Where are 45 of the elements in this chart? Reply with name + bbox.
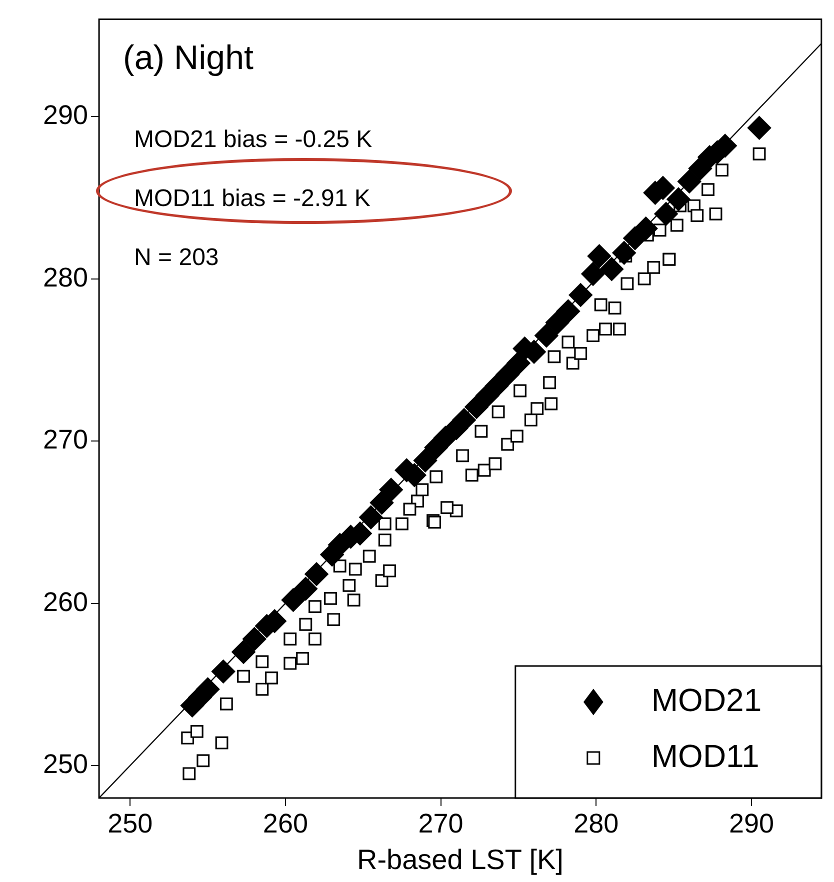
point (654, 202, 678, 226)
point (678, 170, 702, 194)
x-tick-label: 250 (108, 808, 153, 839)
point (600, 257, 624, 281)
point (747, 116, 772, 140)
x-tick-label: 260 (262, 808, 308, 839)
legend-label: MOD11 (651, 738, 760, 774)
point (370, 490, 394, 515)
point (281, 588, 306, 612)
point (232, 640, 256, 664)
point (413, 448, 438, 472)
y-tick-label: 250 (42, 749, 88, 780)
point (484, 374, 509, 398)
y-tick-label: 280 (42, 262, 88, 292)
y-tick-label: 290 (42, 100, 88, 130)
point (634, 216, 658, 240)
point (546, 310, 570, 334)
x-tick-label: 290 (728, 808, 774, 839)
x-axis-title: R-based LST [K] (356, 844, 564, 875)
point (666, 188, 690, 212)
point (304, 562, 328, 586)
point (359, 506, 383, 530)
annotation: MOD11 bias = -2.91 K (134, 185, 370, 212)
legend-label: MOD21 (651, 682, 762, 718)
point (464, 395, 488, 419)
point (534, 324, 558, 348)
point (612, 241, 636, 265)
point (212, 660, 236, 684)
point (581, 262, 605, 286)
y-tick-label: 260 (42, 586, 88, 617)
point (556, 299, 580, 324)
point (452, 408, 476, 432)
point (196, 677, 220, 702)
y-tick-label: 270 (42, 424, 88, 455)
point (294, 576, 318, 600)
text: (a) Night (123, 39, 254, 78)
point (496, 362, 520, 386)
point (242, 627, 266, 651)
point (587, 244, 612, 268)
point (379, 478, 403, 502)
x-tick-label: 270 (418, 808, 464, 839)
point (568, 283, 592, 307)
x-tick-label: 280 (574, 808, 619, 839)
annotation: MOD21 bias = -0.25 K (134, 126, 372, 154)
annotation: N = 203 (134, 244, 219, 272)
